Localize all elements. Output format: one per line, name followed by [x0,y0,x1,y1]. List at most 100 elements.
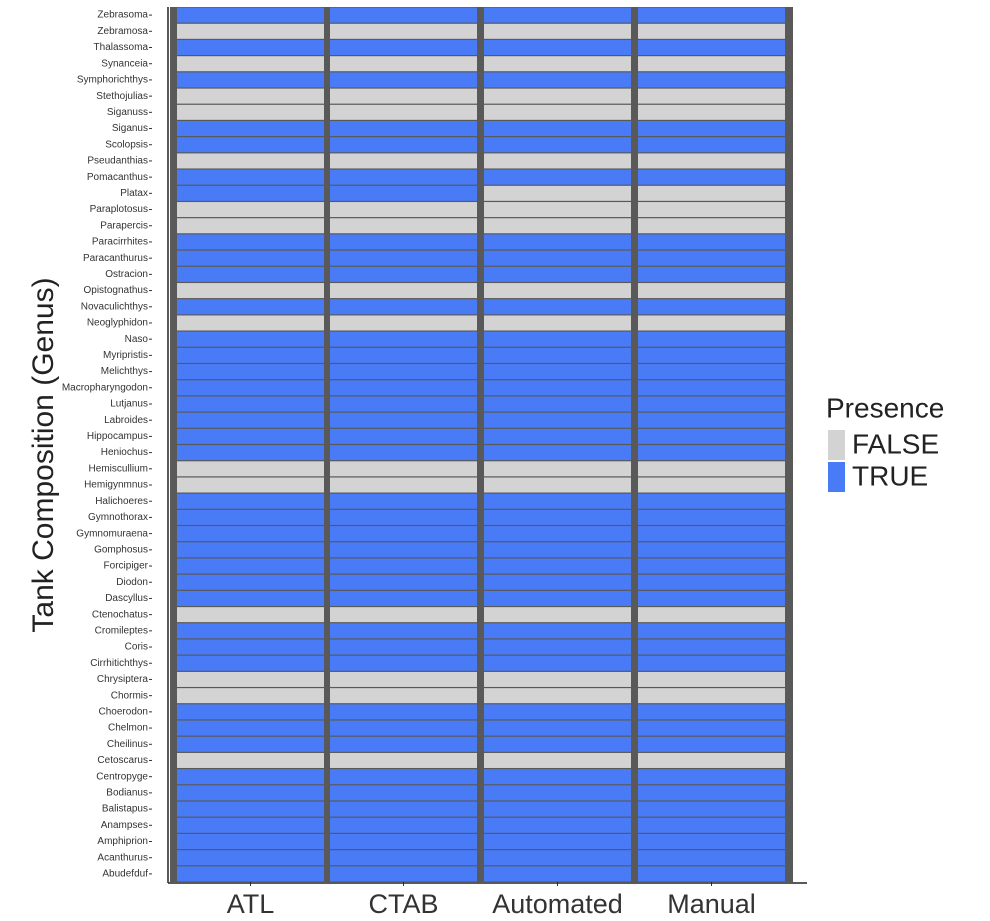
tile [177,688,324,704]
y-tick-label: Siganus [112,123,148,134]
tile [330,347,477,363]
tile [177,477,324,493]
tile [177,56,324,72]
tile [177,850,324,866]
tile [330,234,477,250]
tile [638,266,785,282]
y-tick-label: Chelmon [108,723,148,734]
y-tick-label: Synanceia [101,58,148,69]
tile [177,607,324,623]
tile [177,639,324,655]
tile [330,671,477,687]
tile [330,736,477,752]
tile [638,104,785,120]
tile [484,396,631,412]
tile [177,817,324,833]
tile [484,461,631,477]
y-tick-label: Heniochus [101,447,148,458]
x-tick-label: Automated [492,889,623,919]
y-tick-label: Coris [125,642,148,653]
tile [638,72,785,88]
tile [638,477,785,493]
tile [177,461,324,477]
y-tick-label: Thalassoma [94,42,149,53]
tile [330,866,477,882]
tile [177,623,324,639]
tile [638,7,785,23]
tile [177,266,324,282]
y-tick-label: Opistognathus [84,285,149,296]
tile [330,704,477,720]
tile [484,137,631,153]
legend-label: TRUE [852,460,928,491]
tile [330,639,477,655]
legend-label: FALSE [852,428,939,459]
y-tick-label: Cirrhitichthys [90,658,148,669]
tile [638,396,785,412]
tile [330,833,477,849]
tile [330,283,477,299]
legend-title: Presence [826,392,944,423]
tile [484,833,631,849]
tile [638,412,785,428]
tile [484,412,631,428]
tile [330,56,477,72]
y-tick-label: Siganuss [107,107,148,118]
y-tick-label: Zebrasoma [97,10,148,21]
tile [484,574,631,590]
tile [484,639,631,655]
tile [484,785,631,801]
y-tick-label: Ostracion [105,269,148,280]
tile [638,283,785,299]
y-tick-label: Lutjanus [110,399,148,410]
tile [177,736,324,752]
tile [638,364,785,380]
y-tick-label: Melichthys [101,366,148,377]
tile [177,169,324,185]
y-tick-label: Gymnomuraena [76,528,148,539]
tile [177,283,324,299]
tile [638,688,785,704]
tile [330,412,477,428]
tile [177,185,324,201]
tile [177,347,324,363]
y-tick-label: Diodon [116,577,148,588]
tile [484,202,631,218]
tile [638,218,785,234]
tile [330,752,477,768]
tile [638,866,785,882]
tile [330,428,477,444]
y-tick-label: Myripristis [103,350,148,361]
tile [484,283,631,299]
tile [177,542,324,558]
tile [484,331,631,347]
tile [330,23,477,39]
tile [177,137,324,153]
y-tick-label: Acanthurus [97,852,148,863]
tile [330,299,477,315]
tile [638,493,785,509]
tile [638,785,785,801]
tile [484,56,631,72]
tile [484,234,631,250]
tile [638,736,785,752]
y-tick-label: Paracirrhites [92,237,148,248]
tile [177,315,324,331]
tile [177,445,324,461]
tile [330,88,477,104]
tile [638,121,785,137]
tile [638,671,785,687]
tile [484,607,631,623]
tile [484,364,631,380]
y-tick-label: Macropharyngodon [62,382,148,393]
tile [177,364,324,380]
y-tick-label: Pomacanthus [87,172,148,183]
tile [638,40,785,56]
tile [484,850,631,866]
tile [177,704,324,720]
y-tick-label: Paracanthurus [83,253,148,264]
tile [484,752,631,768]
tile [177,558,324,574]
tile [177,590,324,606]
tile [484,104,631,120]
